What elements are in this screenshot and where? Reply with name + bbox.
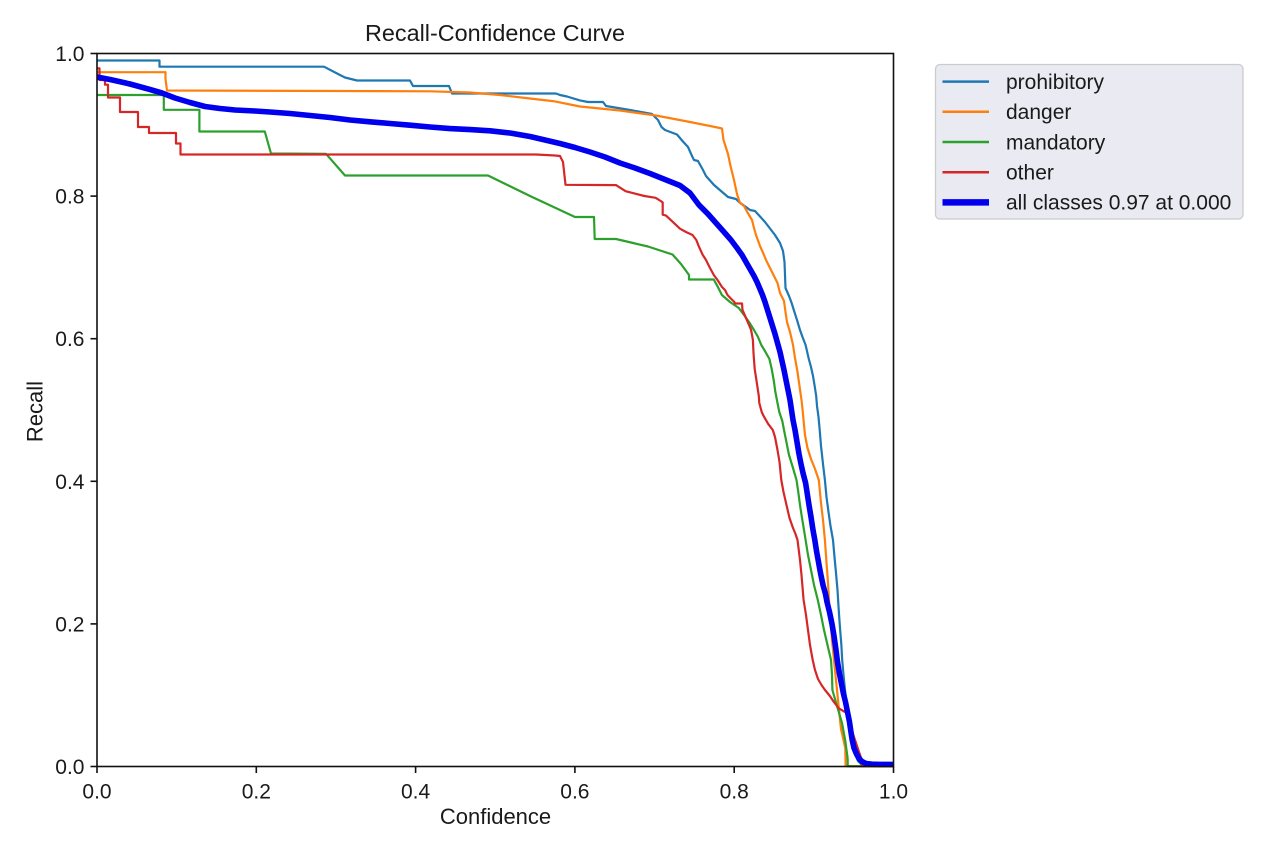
svg-text:other: other — [1006, 162, 1054, 185]
svg-text:0.0: 0.0 — [82, 781, 111, 804]
svg-text:0.4: 0.4 — [55, 471, 85, 494]
svg-text:0.0: 0.0 — [55, 756, 84, 779]
svg-text:0.8: 0.8 — [720, 781, 749, 804]
svg-text:Recall-Confidence Curve: Recall-Confidence Curve — [365, 20, 625, 46]
svg-text:0.2: 0.2 — [242, 781, 271, 804]
svg-text:1.0: 1.0 — [55, 43, 84, 66]
svg-text:1.0: 1.0 — [879, 781, 908, 804]
svg-text:Confidence: Confidence — [440, 804, 551, 829]
svg-text:0.2: 0.2 — [55, 613, 84, 636]
svg-text:Recall: Recall — [23, 381, 48, 442]
svg-text:0.4: 0.4 — [401, 781, 431, 804]
svg-text:danger: danger — [1006, 101, 1071, 124]
svg-text:mandatory: mandatory — [1006, 131, 1106, 154]
svg-text:all classes 0.97 at 0.000: all classes 0.97 at 0.000 — [1006, 192, 1231, 215]
svg-text:0.8: 0.8 — [55, 186, 84, 209]
svg-text:prohibitory: prohibitory — [1006, 71, 1105, 94]
svg-text:0.6: 0.6 — [560, 781, 589, 804]
svg-text:0.6: 0.6 — [55, 328, 84, 351]
